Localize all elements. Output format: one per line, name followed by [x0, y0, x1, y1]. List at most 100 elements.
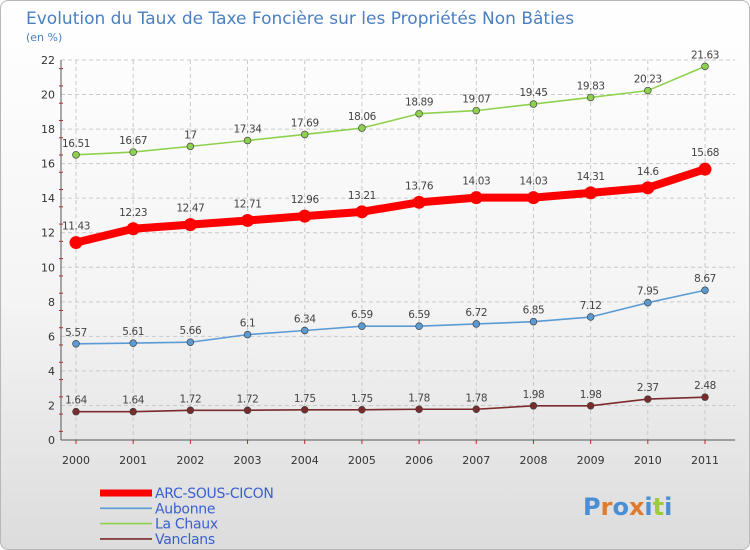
data-label: 1.72 — [179, 393, 201, 405]
data-point — [72, 407, 80, 416]
data-point — [469, 191, 483, 205]
series-la-chaux — [72, 62, 709, 159]
data-label: 11.43 — [62, 221, 90, 233]
data-label: 5.57 — [65, 327, 87, 339]
data-point — [358, 322, 366, 330]
data-label: 7.95 — [637, 286, 659, 298]
data-label: 18.06 — [348, 111, 377, 123]
data-point — [186, 338, 195, 346]
data-label: 18.89 — [405, 97, 433, 109]
x-tick-label: 2007 — [462, 454, 490, 467]
x-tick-label: 2005 — [348, 454, 376, 467]
data-labels: 5.57 5.61 5.66 6.1 6.34 6.59 6.59 6.72 6.85 7.12 7… — [62, 49, 719, 406]
y-tick-label: 0 — [48, 434, 55, 447]
data-point — [129, 148, 137, 156]
data-point — [129, 339, 137, 347]
y-tick-label: 18 — [41, 123, 55, 136]
legend-label: La Chaux — [155, 517, 218, 533]
data-point — [526, 191, 540, 205]
data-point — [298, 209, 312, 223]
data-point — [644, 395, 652, 403]
data-label: 5.61 — [122, 326, 144, 338]
data-point — [300, 130, 309, 139]
series-line — [75, 396, 706, 413]
series-line — [72, 165, 709, 247]
data-point — [355, 205, 369, 219]
data-point — [698, 162, 712, 176]
data-point — [641, 181, 655, 195]
y-tick-label: 10 — [41, 261, 55, 274]
data-label: 13.21 — [348, 190, 376, 202]
legend-item: La Chaux — [100, 517, 218, 533]
x-tick-label: 2002 — [176, 454, 204, 467]
data-label: 6.85 — [523, 305, 545, 317]
series-arc-sous-cicon — [69, 162, 712, 250]
data-point — [529, 317, 538, 326]
y-tick-label: 16 — [41, 158, 55, 171]
data-label: 6.59 — [408, 309, 430, 321]
data-label: 14.03 — [462, 176, 490, 188]
data-point — [358, 124, 366, 132]
grid — [61, 59, 735, 440]
data-label: 17.69 — [291, 117, 319, 129]
data-point — [183, 218, 197, 232]
brand-logo: Proxiti — [583, 493, 672, 521]
data-point — [415, 109, 423, 118]
y-tick-label: 6 — [48, 330, 55, 343]
data-point — [701, 393, 709, 401]
data-label: 1.98 — [580, 389, 602, 401]
data-label: 2.37 — [637, 382, 659, 394]
series-line — [75, 65, 706, 156]
y-tick-label: 14 — [41, 192, 55, 205]
y-axis-label: (en %) — [26, 31, 62, 44]
data-point — [472, 106, 481, 115]
data-label: 13.76 — [405, 180, 434, 192]
series-group — [69, 62, 712, 416]
data-point — [129, 407, 137, 416]
x-tick-label: 2004 — [291, 454, 319, 467]
x-tick-label: 2006 — [405, 454, 433, 467]
data-point — [701, 286, 709, 294]
legend-item: Aubonne — [100, 501, 215, 517]
data-point — [126, 222, 140, 236]
data-label: 1.75 — [351, 393, 373, 405]
data-point — [584, 186, 598, 200]
data-label: 1.75 — [294, 393, 316, 405]
x-tick-label: 2003 — [234, 454, 262, 467]
data-point — [300, 406, 309, 414]
data-label: 7.12 — [580, 300, 602, 312]
chart-title: Evolution du Taux de Taxe Foncière sur l… — [26, 9, 574, 29]
y-tick-label: 2 — [48, 399, 55, 412]
data-point — [701, 62, 709, 71]
data-label: 8.67 — [694, 273, 716, 285]
x-tick-label: 2008 — [519, 454, 547, 467]
legend-label: Aubonne — [155, 501, 215, 517]
data-point — [241, 213, 255, 227]
data-label: 19.83 — [577, 80, 605, 92]
data-label: 1.78 — [465, 392, 487, 404]
data-point — [186, 406, 195, 415]
series-aubonne — [72, 286, 709, 348]
logo-letter: x — [629, 493, 645, 521]
y-tick-label: 8 — [48, 296, 55, 309]
data-label: 16.51 — [62, 138, 90, 150]
data-label: 17 — [184, 129, 197, 141]
logo-letter: i — [644, 493, 652, 521]
data-label: 1.98 — [523, 389, 545, 401]
data-label: 21.63 — [691, 49, 719, 61]
data-label: 2.48 — [694, 380, 716, 392]
data-point — [412, 195, 426, 209]
data-label: 1.78 — [408, 392, 430, 404]
data-label: 14.31 — [577, 171, 605, 183]
data-label: 20.23 — [634, 74, 662, 86]
logo-letter: P — [583, 493, 601, 521]
data-point — [644, 298, 652, 307]
logo-letter: t — [653, 493, 664, 521]
data-point — [472, 405, 481, 414]
y-tick-label: 20 — [41, 89, 55, 102]
x-tick-label: 2010 — [634, 454, 662, 467]
axes: 0 2 4 6 8 10 12 14 16 18 20 22 2000 2001 2002 2003 2004 2… — [41, 54, 735, 467]
legend-label: ARC-SOUS-CICON — [155, 486, 274, 502]
